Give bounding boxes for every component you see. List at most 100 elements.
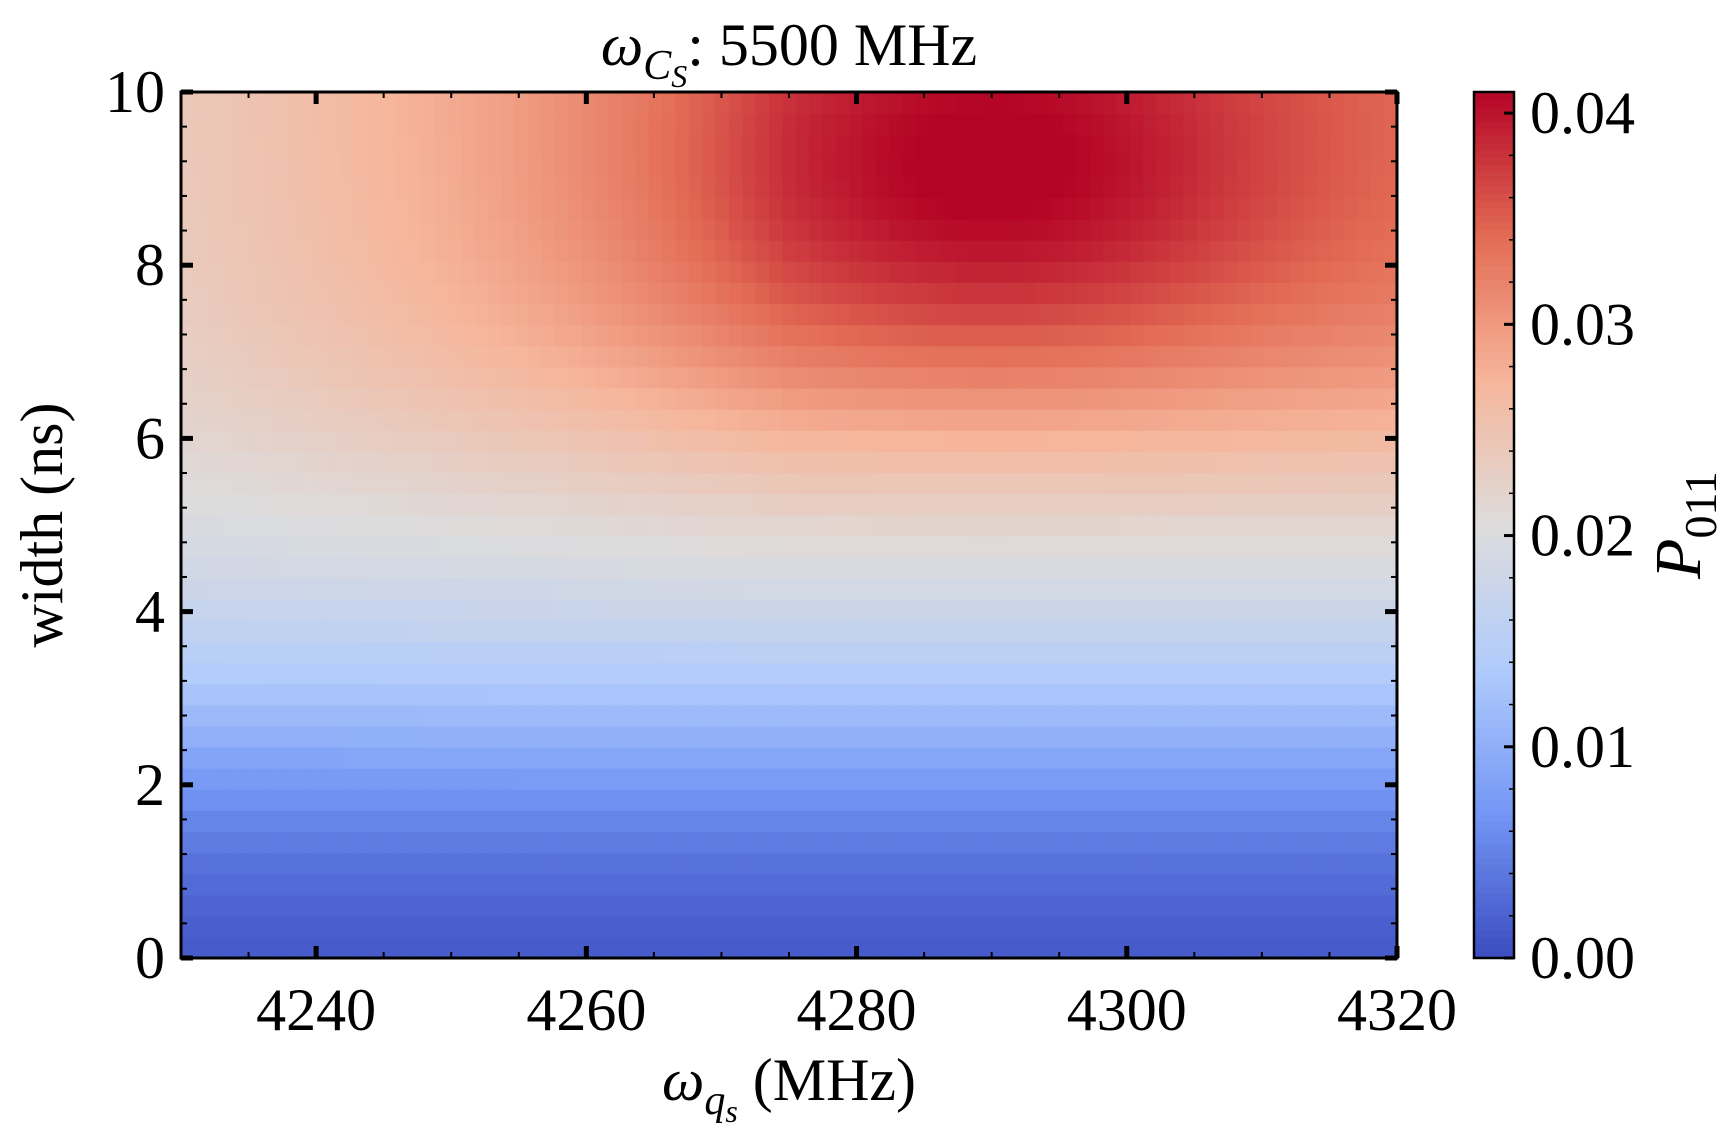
heatmap-cell [942,366,957,389]
heatmap-cell [274,556,289,579]
heatmap-cell [421,514,436,537]
heatmap-cell [1169,113,1184,136]
heatmap-cell [421,472,436,495]
heatmap-cell [675,556,690,579]
heatmap-cell [515,218,530,241]
heatmap-cell [782,767,797,790]
heatmap-cell [381,472,396,495]
heatmap-cell [835,683,850,706]
heatmap-cell [515,873,530,896]
heatmap-cell [755,577,770,600]
colorbar-step [1474,727,1514,736]
heatmap-cell [728,556,744,579]
heatmap-cell [822,345,837,368]
heatmap-cell [1250,894,1265,917]
heatmap-cell [408,366,423,389]
heatmap-cell [795,641,810,664]
heatmap-cell [768,662,784,685]
heatmap-cell [301,810,316,833]
heatmap-cell [755,324,770,347]
heatmap-cell [194,155,209,178]
heatmap-cell [501,873,516,896]
heatmap-cell [1036,936,1051,958]
heatmap-cell [996,789,1011,811]
heatmap-cell [782,704,797,727]
heatmap-cell [1116,324,1131,347]
heatmap-cell [488,429,503,452]
heatmap-cell [822,134,837,157]
heatmap-cell [982,535,997,558]
heatmap-cell [862,915,877,938]
heatmap-cell [568,915,583,938]
heatmap-cell [568,852,583,875]
heatmap-cell [608,134,623,157]
heatmap-cell [368,472,383,495]
heatmap-cell [1009,134,1024,157]
heatmap-cell [742,324,757,347]
heatmap-cell [822,493,837,516]
heatmap-cell [488,345,503,368]
colorbar-step [1474,214,1514,223]
heatmap-cell [474,810,490,833]
heatmap-cell [1223,92,1238,114]
heatmap-cell [688,155,703,178]
heatmap-cell [194,598,209,621]
heatmap-cell [1250,92,1265,114]
heatmap-cell [1076,683,1091,706]
heatmap-cell [408,197,423,220]
heatmap-cell [1156,197,1171,220]
heatmap-cell [1169,176,1184,199]
heatmap-cell [434,366,450,389]
heatmap-cell [1303,746,1318,769]
heatmap-cell [996,324,1011,347]
heatmap-cell [648,472,663,495]
heatmap-cell [1250,155,1265,178]
heatmap-cell [1356,789,1372,811]
heatmap-cell [702,366,717,389]
heatmap-cell [795,556,810,579]
heatmap-cell [327,324,343,347]
heatmap-cell [715,598,730,621]
colorbar-step [1474,741,1514,750]
heatmap-cell [942,620,957,642]
heatmap-cell [1143,789,1158,811]
heatmap-cell [301,683,316,706]
heatmap-cell [621,92,637,114]
heatmap-cell [956,366,971,389]
heatmap-cell [555,218,570,241]
heatmap-cell [1076,514,1091,537]
heatmap-cell [1303,789,1318,811]
heatmap-cell [408,324,423,347]
heatmap-cell [1236,767,1251,790]
heatmap-cell [942,303,957,326]
heatmap-cell [1036,92,1051,114]
heatmap-cell [581,767,597,790]
heatmap-cell [755,936,770,958]
heatmap-cell [608,345,623,368]
heatmap-cell [675,873,690,896]
heatmap-cell [1156,514,1171,537]
heatmap-cell [942,429,957,452]
heatmap-cell [181,915,196,938]
heatmap-cell [1076,620,1091,642]
heatmap-cell [448,873,463,896]
heatmap-cell [1290,113,1305,136]
heatmap-cell [488,92,503,114]
heatmap-cell [1022,282,1038,305]
heatmap-cell [541,429,556,452]
heatmap-cell [394,345,409,368]
heatmap-cell [621,451,637,473]
heatmap-cell [408,936,423,958]
heatmap-cell [421,92,436,114]
heatmap-cell [675,429,690,452]
heatmap-cell [1009,197,1024,220]
heatmap-cell [635,725,650,748]
heatmap-cell [1196,789,1211,811]
heatmap-cell [809,451,824,473]
heatmap-cell [1356,810,1372,833]
heatmap-cell [1116,260,1131,283]
heatmap-cell [194,789,209,811]
heatmap-cell [996,451,1011,473]
heatmap-cell [327,852,343,875]
heatmap-cell [929,535,944,558]
